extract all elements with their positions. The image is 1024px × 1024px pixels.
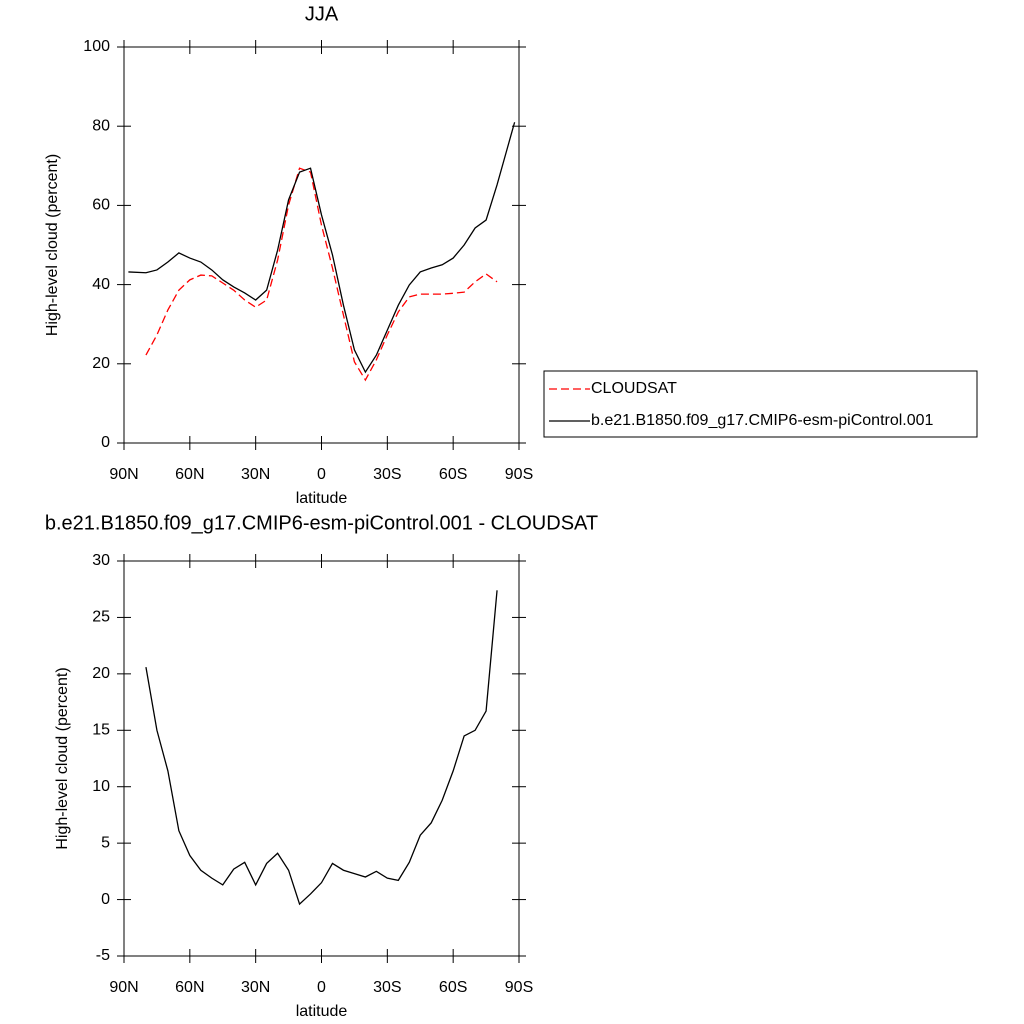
y-tick-label: 100 xyxy=(83,38,110,55)
data-line xyxy=(128,122,516,374)
x-tick-label: 0 xyxy=(317,979,326,996)
x-tick-label: 30S xyxy=(373,466,401,483)
data-line xyxy=(145,590,498,906)
y-tick-label: 40 xyxy=(92,276,110,293)
y-tick-label: 10 xyxy=(92,778,110,795)
x-tick-label: 60N xyxy=(175,466,204,483)
x-tick-label: 90N xyxy=(109,979,138,996)
legend-label: CLOUDSAT xyxy=(591,380,677,397)
x-axis-label: latitude xyxy=(296,490,348,507)
x-tick-label: 60S xyxy=(439,979,467,996)
legend-box xyxy=(543,370,978,438)
y-tick-label: 60 xyxy=(92,197,110,214)
y-tick-label: 0 xyxy=(101,891,110,908)
x-tick-label: 30S xyxy=(373,979,401,996)
y-tick-label: 15 xyxy=(92,722,110,739)
y-tick-label: 20 xyxy=(92,355,110,372)
y-tick-label: 30 xyxy=(92,552,110,569)
chart-title: b.e21.B1850.f09_g17.CMIP6-esm-piControl.… xyxy=(45,512,598,534)
y-axis-label: High-level cloud (percent) xyxy=(44,154,61,336)
x-axis-label: latitude xyxy=(296,1003,348,1020)
data-line xyxy=(145,167,498,382)
x-tick-label: 30N xyxy=(241,979,270,996)
y-tick-label: 25 xyxy=(92,609,110,626)
x-tick-label: 60S xyxy=(439,466,467,483)
y-tick-label: 0 xyxy=(101,434,110,451)
y-axis-label: High-level cloud (percent) xyxy=(54,667,71,849)
x-tick-label: 90S xyxy=(505,466,533,483)
y-tick-label: 20 xyxy=(92,665,110,682)
x-tick-label: 90N xyxy=(109,466,138,483)
y-tick-label: 80 xyxy=(92,117,110,134)
plot-frame xyxy=(123,560,520,957)
legend-label: b.e21.B1850.f09_g17.CMIP6-esm-piControl.… xyxy=(591,412,934,429)
x-tick-label: 0 xyxy=(317,466,326,483)
chart-title: JJA xyxy=(305,3,339,25)
x-tick-label: 30N xyxy=(241,466,270,483)
y-tick-label: 5 xyxy=(101,834,110,851)
plot-frame xyxy=(123,46,520,444)
y-tick-label: -5 xyxy=(96,947,110,964)
x-tick-label: 90S xyxy=(505,979,533,996)
x-tick-label: 60N xyxy=(175,979,204,996)
